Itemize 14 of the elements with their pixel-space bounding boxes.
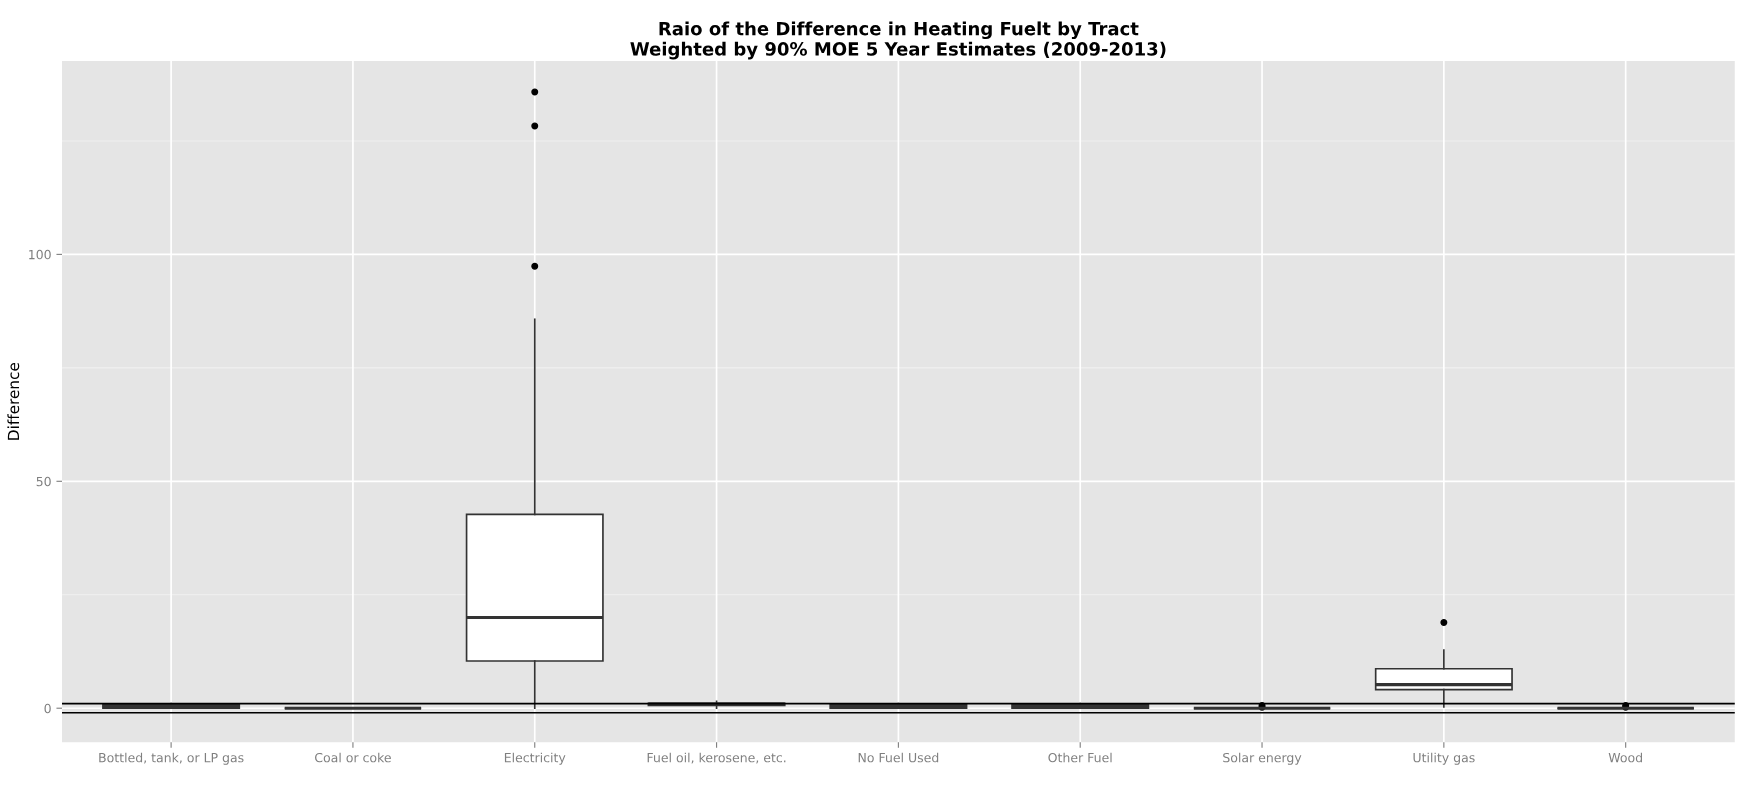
x-tick-label: Coal or coke <box>315 752 391 763</box>
y-axis-title: Difference <box>7 362 20 440</box>
x-tick-label: Other Fuel <box>1048 752 1112 763</box>
x-tick-label: Electricity <box>504 752 566 765</box>
x-tick-label: Wood <box>1608 752 1642 763</box>
y-tick-label: 50 <box>36 476 51 487</box>
x-tick-label: Utility gas <box>1413 752 1475 765</box>
y-tick-label: 0 <box>44 703 51 714</box>
x-tick-label: Fuel oil, kerosene, etc. <box>647 752 786 764</box>
x-tick-label: Solar energy <box>1223 752 1302 765</box>
chart-title: Raio of the Difference in Heating Fuelt by Tract Weighted by 90% MOE 5 Year Estimates (2009-2013) <box>630 21 1166 60</box>
x-tick-label: No Fuel Used <box>858 752 939 763</box>
y-tick-label: 100 <box>29 249 51 260</box>
x-tick-label: Bottled, tank, or LP gas <box>99 752 244 765</box>
